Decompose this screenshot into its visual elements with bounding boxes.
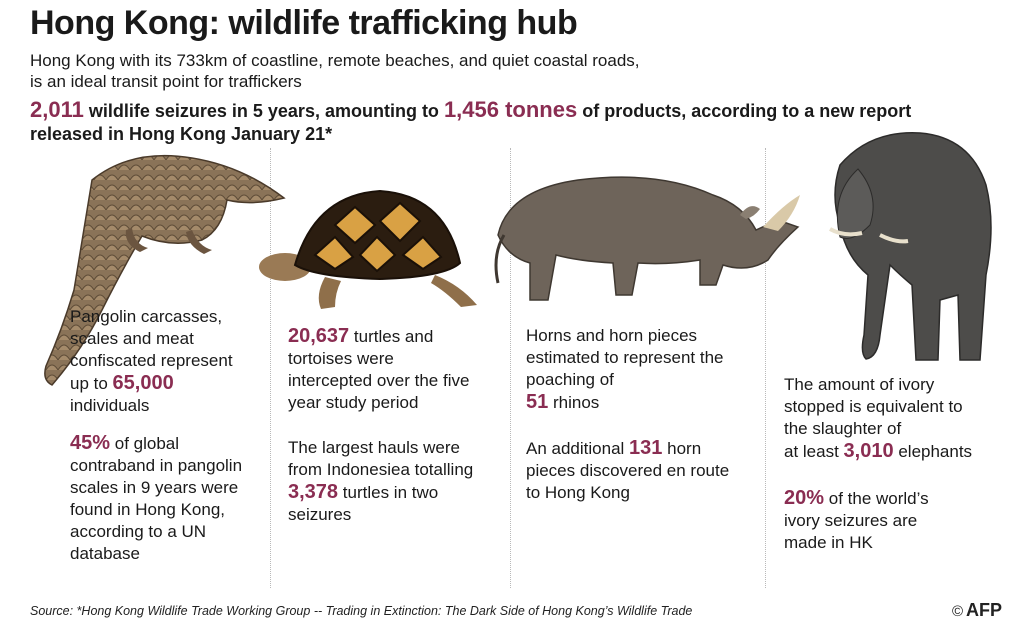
source-note: Source: *Hong Kong Wildlife Trade Workin…	[30, 604, 693, 618]
headline-text-2: of products, according to a new report	[577, 101, 912, 121]
turtle-count: 20,637	[288, 325, 350, 347]
pangolin-image	[44, 154, 286, 386]
elephant-prefix-1: at least	[784, 442, 844, 461]
headline-stat: 2,011 wildlife seizures in 5 years, amou…	[30, 98, 1010, 146]
tortoise-image	[259, 189, 477, 309]
pangolin-percent: 45%	[70, 432, 111, 454]
turtle-stat-2: The largest hauls were from Indonesiea t…	[288, 437, 493, 526]
elephant-stat-2: 20% of the world’s ivory seizures are ma…	[784, 487, 964, 554]
intro-text: Hong Kong with its 733km of coastline, r…	[30, 50, 790, 92]
afp-logo: AFP	[966, 600, 1002, 620]
headline-text-3: released in Hong Kong January 21*	[30, 124, 333, 144]
pangolin-stat-1: Pangolin carcasses, scales and meat conf…	[70, 306, 270, 417]
turtle-text-2: The largest hauls were from Indonesiea t…	[288, 438, 474, 479]
elephant-text-2: of the world’s ivory seizures are made i…	[784, 489, 929, 552]
intro-line-2: is an ideal transit point for trafficker…	[30, 72, 302, 91]
headline-text-1: wildlife seizures in 5 years, amounting …	[83, 101, 444, 121]
pangolin-suffix-1: individuals	[70, 396, 150, 415]
rhino-image	[494, 176, 800, 301]
seizures-count: 2,011	[30, 97, 84, 122]
rhino-stat-1: Horns and horn pieces estimated to repre…	[526, 325, 731, 414]
rhino-stat-2: An additional 131 horn pieces discovered…	[526, 437, 746, 504]
column-divider	[765, 148, 766, 588]
turtle-text-1: turtles and tortoises were intercepted o…	[288, 327, 470, 412]
pangolin-text-2: of global contraband in pangolin scales …	[70, 434, 243, 563]
pangolin-text-1: Pangolin carcasses, scales and meat conf…	[70, 307, 233, 370]
pangolin-count: 65,000	[112, 372, 174, 394]
elephant-stat-1: The amount of ivory stopped is equivalen…	[784, 374, 972, 463]
elephant-percent: 20%	[784, 487, 825, 509]
elephant-count: 3,010	[843, 440, 894, 462]
rhino-suffix-1: rhinos	[548, 393, 600, 412]
rhino-horn-count: 131	[629, 437, 663, 459]
rhino-text-3: horn pieces discovered en route to Hong …	[526, 439, 730, 502]
credit-logo: © AFP	[952, 600, 1002, 621]
elephant-text-1: The amount of ivory stopped is equivalen…	[784, 375, 963, 438]
turtle-text-3: turtles in two seizures	[288, 483, 439, 524]
pangolin-stat-2: 45% of global contraband in pangolin sca…	[70, 432, 265, 565]
rhino-count: 51	[526, 391, 549, 413]
page-title: Hong Kong: wildlife trafficking hub	[30, 4, 578, 42]
intro-line-1: Hong Kong with its 733km of coastline, r…	[30, 51, 640, 70]
turtle-stat-1: 20,637 turtles and tortoises were interc…	[288, 325, 478, 414]
column-divider	[510, 148, 511, 588]
turtle-haul-count: 3,378	[288, 481, 339, 503]
elephant-suffix-1: elephants	[893, 442, 973, 461]
rhino-text-1: Horns and horn pieces estimated to repre…	[526, 326, 724, 389]
column-divider	[270, 148, 271, 588]
pangolin-prefix-1: up to	[70, 374, 113, 393]
rhino-text-2: An additional	[526, 439, 630, 458]
tonnes-count: 1,456 tonnes	[443, 97, 578, 122]
copyright-symbol: ©	[951, 603, 963, 620]
elephant-image	[829, 132, 992, 361]
